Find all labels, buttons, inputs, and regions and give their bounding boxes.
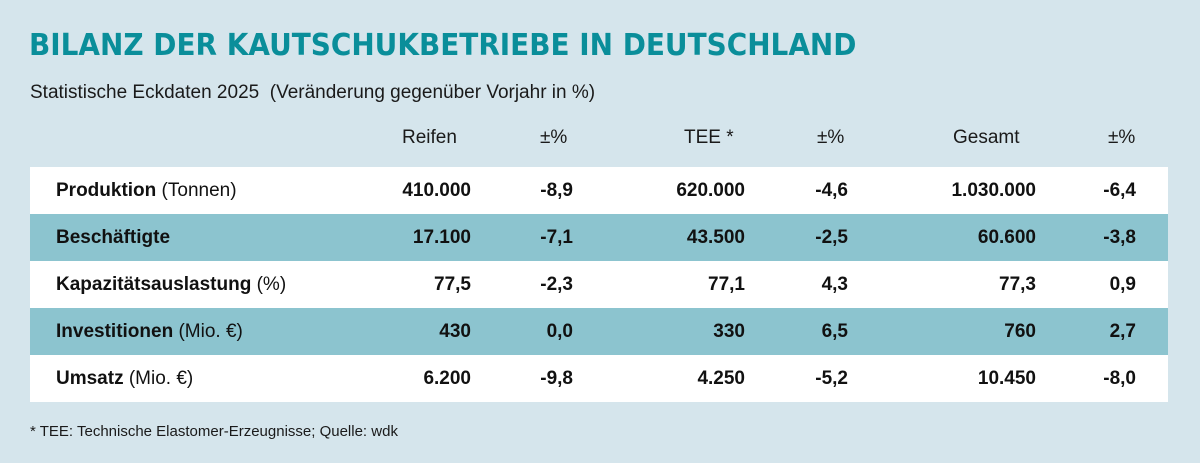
row-label: Investitionen (Mio. €)	[56, 308, 243, 355]
cell-reifen-change: -9,8	[540, 368, 573, 389]
row-unit: (Mio. €)	[123, 368, 194, 389]
row-label: Beschäftigte	[56, 214, 170, 261]
cell-gesamt: 60.600	[977, 227, 1036, 248]
subtitle: Statistische Eckdaten 2025 (Veränderung …	[30, 82, 596, 103]
row-unit: (Mio. €)	[173, 321, 243, 342]
cell-gesamt: 760	[1004, 321, 1036, 342]
cell-reifen-change: -7,1	[540, 227, 573, 248]
cell-tee-change: 4,3	[821, 274, 848, 295]
cell-gesamt-change: -3,8	[1103, 227, 1136, 248]
row-label: Umsatz (Mio. €)	[56, 355, 193, 402]
cell-reifen: 410.000	[402, 180, 471, 201]
cell-gesamt-change: 0,9	[1109, 274, 1136, 295]
cell-gesamt: 10.450	[977, 368, 1036, 389]
table-row-beschaeftigte: Beschäftigte 17.100 -7,1 43.500 -2,5 60.…	[30, 214, 1168, 261]
table-row-produktion: Produktion (Tonnen) 410.000 -8,9 620.000…	[30, 167, 1168, 214]
cell-reifen: 430	[439, 321, 471, 342]
row-unit: (%)	[251, 274, 287, 295]
cell-tee-change: -5,2	[815, 368, 848, 389]
cell-reifen-change: -8,9	[540, 180, 573, 201]
cell-tee: 43.500	[686, 227, 745, 248]
row-label-text: Investitionen	[56, 321, 174, 342]
footnote: * TEE: Technische Elastomer-Erzeugnisse;…	[30, 423, 398, 440]
row-label-text: Kapazitätsauslastung	[56, 274, 252, 295]
cell-gesamt: 1.030.000	[951, 180, 1036, 201]
column-header-reifen-change: ±%	[540, 127, 568, 148]
cell-tee: 77,1	[708, 274, 745, 295]
table-row-umsatz: Umsatz (Mio. €) 6.200 -9,8 4.250 -5,2 10…	[30, 355, 1168, 402]
cell-tee: 330	[713, 321, 745, 342]
row-label-text: Umsatz	[56, 368, 124, 389]
cell-tee-change: 6,5	[821, 321, 848, 342]
row-label: Produktion (Tonnen)	[56, 167, 237, 214]
column-header-reifen: Reifen	[402, 127, 457, 148]
page-title: BILANZ DER KAUTSCHUKBETRIEBE IN DEUTSCHL…	[29, 28, 857, 63]
row-label: Kapazitätsauslastung (%)	[56, 261, 286, 308]
row-label-text: Beschäftigte	[56, 227, 171, 248]
cell-tee-change: -2,5	[815, 227, 848, 248]
cell-reifen-change: -2,3	[540, 274, 573, 295]
column-header-tee: TEE *	[684, 127, 734, 148]
column-header-gesamt: Gesamt	[953, 127, 1020, 148]
table-row-kapazitaetsauslastung: Kapazitätsauslastung (%) 77,5 -2,3 77,1 …	[30, 261, 1168, 308]
column-header-tee-change: ±%	[817, 127, 845, 148]
cell-gesamt-change: -6,4	[1103, 180, 1136, 201]
column-header-gesamt-change: ±%	[1108, 127, 1136, 148]
row-unit: (Tonnen)	[156, 180, 237, 201]
cell-gesamt: 77,3	[999, 274, 1036, 295]
cell-tee-change: -4,6	[815, 180, 848, 201]
cell-gesamt-change: 2,7	[1109, 321, 1136, 342]
cell-reifen: 17.100	[412, 227, 471, 248]
cell-reifen: 77,5	[434, 274, 471, 295]
cell-reifen: 6.200	[423, 368, 471, 389]
cell-tee: 620.000	[676, 180, 745, 201]
row-label-text: Produktion	[56, 180, 157, 201]
cell-reifen-change: 0,0	[546, 321, 573, 342]
data-table: Produktion (Tonnen) 410.000 -8,9 620.000…	[30, 167, 1168, 402]
cell-gesamt-change: -8,0	[1103, 368, 1136, 389]
table-row-investitionen: Investitionen (Mio. €) 430 0,0 330 6,5 7…	[30, 308, 1168, 355]
cell-tee: 4.250	[697, 368, 745, 389]
